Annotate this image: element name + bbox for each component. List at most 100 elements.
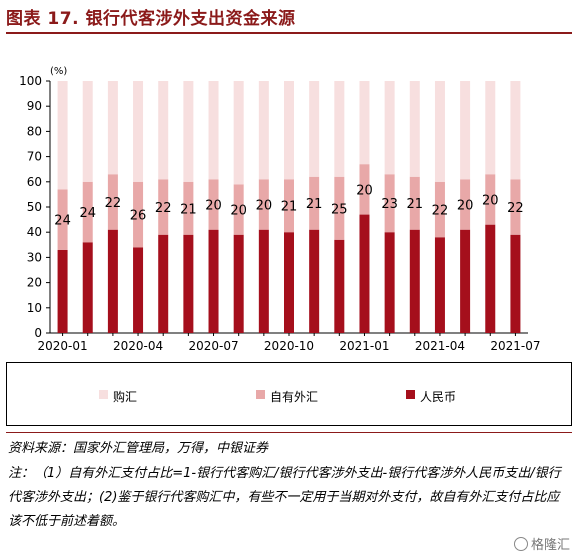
data-label: 20: [230, 204, 247, 219]
y-tick-label: 0: [34, 326, 42, 340]
bar-segment-purchase_fx: [434, 81, 445, 182]
bar-segment-own_fx: [258, 179, 269, 230]
bar-segment-purchase_fx: [334, 81, 345, 177]
data-label: 21: [306, 197, 323, 212]
data-label: 21: [407, 197, 424, 212]
y-tick-label: 20: [27, 276, 42, 290]
bar-segment-own_fx: [208, 179, 219, 230]
bar-segment-own_fx: [82, 181, 93, 243]
data-label: 26: [130, 209, 147, 224]
bar-segment-purchase_fx: [510, 81, 521, 180]
data-label: 20: [356, 183, 373, 198]
bar-segment-own_fx: [133, 181, 144, 248]
data-label: 25: [331, 202, 348, 217]
legend-swatch-own-fx: [256, 390, 265, 399]
bar-segment-purchase_fx: [384, 81, 395, 175]
bar-segment-purchase_fx: [359, 81, 370, 165]
y-tick-label: 60: [27, 175, 42, 189]
bar-segment-rmb: [510, 234, 521, 333]
x-tick-label: 2021-07: [490, 339, 540, 353]
bar-segment-rmb: [57, 249, 68, 333]
bar-segment-purchase_fx: [133, 81, 144, 182]
bar-segment-rmb: [233, 234, 244, 333]
watermark-icon: [513, 537, 528, 551]
bar-segment-own_fx: [384, 174, 395, 233]
bar-segment-rmb: [384, 232, 395, 333]
bar-segment-rmb: [334, 239, 345, 333]
watermark: 格隆汇: [510, 533, 573, 554]
bar-segment-purchase_fx: [284, 81, 294, 180]
bar-segment-own_fx: [510, 179, 521, 235]
bar-segment-rmb: [82, 242, 93, 333]
bar-segment-purchase_fx: [233, 81, 244, 185]
data-label: 21: [180, 202, 197, 217]
data-label: 20: [256, 198, 273, 213]
y-tick-label: 10: [27, 301, 42, 315]
data-label: 20: [457, 198, 474, 213]
legend-label-own-fx: 自有外汇: [270, 390, 319, 404]
bar-segment-own_fx: [409, 176, 420, 230]
bar-segment-purchase_fx: [82, 81, 93, 182]
bar-segment-own_fx: [485, 174, 496, 225]
bar-segment-own_fx: [107, 174, 118, 230]
bar-segment-rmb: [258, 229, 269, 333]
y-tick-label: 40: [27, 225, 42, 239]
bar-segment-rmb: [107, 229, 118, 333]
data-label: 21: [281, 200, 298, 215]
y-tick-label: 80: [27, 124, 42, 138]
bar-segment-own_fx: [434, 181, 445, 238]
bar-segment-own_fx: [309, 176, 320, 230]
x-tick-label: 2021-04: [415, 339, 465, 353]
y-tick-label: 70: [27, 150, 42, 164]
bar-segment-purchase_fx: [309, 81, 320, 177]
bar-segment-rmb: [460, 229, 471, 333]
bar-segment-own_fx: [284, 179, 294, 233]
bar-segment-own_fx: [57, 189, 68, 250]
bar-segment-purchase_fx: [107, 81, 118, 175]
data-label: 22: [105, 196, 122, 211]
legend-label-rmb: 人民币: [420, 390, 457, 404]
bar-segment-rmb: [309, 229, 320, 333]
bar-segment-rmb: [133, 247, 144, 333]
x-tick-label: 2020-01: [38, 339, 88, 353]
legend: 购汇 自有外汇 人民币: [6, 362, 572, 426]
x-tick-label: 2020-10: [264, 339, 314, 353]
legend-label-purchase-fx: 购汇: [113, 390, 138, 404]
bar-segment-rmb: [434, 237, 445, 333]
x-tick-label: 2020-04: [113, 339, 163, 353]
data-label: 23: [381, 197, 398, 212]
x-tick-label: 2020-07: [188, 339, 238, 353]
watermark-text: 格隆汇: [530, 538, 570, 553]
bar-segment-rmb: [284, 232, 294, 333]
data-label: 24: [79, 206, 96, 221]
data-label: 22: [507, 201, 524, 216]
x-tick-label: 2021-01: [339, 339, 389, 353]
y-tick-label: 50: [27, 200, 42, 214]
bar-segment-own_fx: [359, 164, 370, 215]
source-text: 资料来源：国家外汇管理局，万得，中银证券: [8, 441, 269, 456]
figure-title: 图表 17. 银行代客涉外支出资金来源: [6, 9, 296, 29]
bar-segment-rmb: [359, 214, 370, 333]
legend-swatch-rmb: [406, 390, 415, 399]
source-rule: [6, 432, 572, 433]
legend-swatch-purchase-fx: [99, 390, 108, 399]
bar-segment-purchase_fx: [460, 81, 471, 180]
bar-segment-purchase_fx: [258, 81, 269, 180]
bar-segment-purchase_fx: [183, 81, 194, 182]
title-rule: [6, 32, 572, 34]
bar-segment-own_fx: [334, 176, 345, 240]
bar-segment-own_fx: [158, 179, 169, 235]
data-label: 24: [54, 214, 71, 229]
bar-segment-rmb: [485, 224, 496, 333]
data-label: 20: [482, 193, 499, 208]
bar-segment-purchase_fx: [158, 81, 169, 180]
bar-segment-rmb: [158, 234, 169, 333]
bar-segment-own_fx: [183, 181, 194, 235]
note-text: 注：（1）自有外汇支付占比=1-银行代客购汇/银行代客涉外支出-银行代客涉外人民…: [8, 466, 561, 529]
y-tick-label: 90: [27, 99, 42, 113]
bar-segment-rmb: [183, 234, 194, 333]
data-label: 22: [432, 204, 449, 219]
bar-segment-purchase_fx: [208, 81, 219, 180]
bar-segment-own_fx: [460, 179, 471, 230]
